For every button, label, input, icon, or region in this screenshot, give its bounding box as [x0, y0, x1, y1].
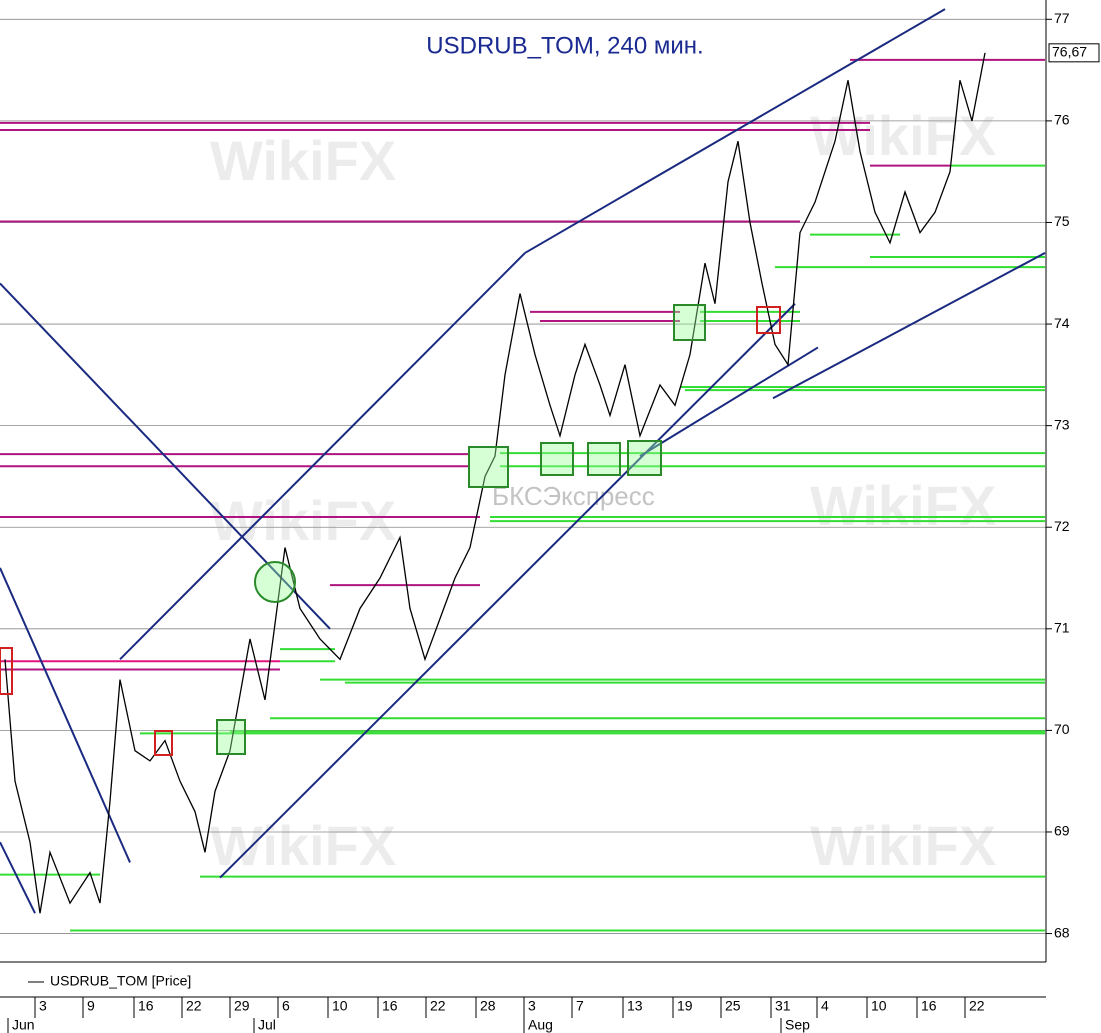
y-tick-label: 77 [1054, 10, 1070, 26]
month-label: Jul [258, 1017, 276, 1033]
box [756, 306, 781, 334]
watermark: WikiFX [210, 814, 396, 877]
trend-line [0, 841, 36, 914]
trend-line [524, 8, 946, 254]
box [154, 730, 173, 756]
trend-line [772, 252, 1046, 400]
x-tick-label: 16 [382, 998, 398, 1014]
x-tick-label: 3 [39, 998, 47, 1014]
trend-line [0, 282, 331, 630]
circle [254, 561, 296, 603]
y-tick-label: 72 [1054, 518, 1070, 534]
month-label: Sep [785, 1017, 810, 1033]
price-line [4, 52, 986, 914]
x-tick-label: 16 [138, 998, 154, 1014]
x-tick-label: 31 [775, 998, 791, 1014]
watermark: WikiFX [810, 104, 996, 167]
x-tick-label: 19 [677, 998, 693, 1014]
y-tick-label: 71 [1054, 620, 1070, 636]
trend-line [219, 303, 796, 879]
box [673, 304, 706, 341]
x-tick-label: 10 [871, 998, 887, 1014]
watermark: БКСЭкспресс [492, 481, 655, 511]
x-tick-label: 22 [430, 998, 446, 1014]
last-price-label: 76,67 [1052, 44, 1087, 60]
x-tick-label: 29 [234, 998, 250, 1014]
y-tick-label: 73 [1054, 416, 1070, 432]
x-tick-label: 7 [576, 998, 584, 1014]
last-price-box [1048, 43, 1100, 63]
y-tick-label: 69 [1054, 823, 1070, 839]
trend-line [119, 252, 526, 660]
month-label: Aug [528, 1017, 553, 1033]
x-tick-label: 28 [480, 998, 496, 1014]
box [540, 442, 574, 476]
watermark: WikiFX [810, 814, 996, 877]
x-tick-label: 13 [627, 998, 643, 1014]
box [0, 647, 13, 695]
y-tick-label: 76 [1054, 112, 1070, 128]
box [216, 719, 246, 755]
annotations [0, 304, 781, 756]
y-tick-label: 70 [1054, 721, 1070, 737]
y-tick-label: 75 [1054, 213, 1070, 229]
x-tick-label: 3 [528, 998, 536, 1014]
x-tick-label: 4 [821, 998, 829, 1014]
x-tick-label: 10 [332, 998, 348, 1014]
box [468, 446, 509, 488]
box [627, 440, 662, 476]
x-tick-label: 22 [186, 998, 202, 1014]
y-tick-label: 68 [1054, 924, 1070, 940]
month-label: Jun [12, 1017, 35, 1033]
box [587, 442, 621, 476]
watermark: WikiFX [210, 129, 396, 192]
x-tick-label: 6 [282, 998, 290, 1014]
legend-label: USDRUB_TOM [Price] [50, 973, 191, 989]
watermark: WikiFX [210, 489, 396, 552]
watermark: WikiFX [810, 474, 996, 537]
x-tick-label: 25 [725, 998, 741, 1014]
plot-area [0, 8, 1046, 934]
chart-title: USDRUB_TOM, 240 мин. [426, 32, 703, 59]
y-tick-label: 74 [1054, 315, 1070, 331]
x-tick-label: 16 [921, 998, 937, 1014]
watermarks: WikiFX WikiFX WikiFX WikiFX WikiFX WikiF… [210, 104, 996, 877]
x-tick-label: 9 [87, 998, 95, 1014]
x-tick-label: 22 [969, 998, 985, 1014]
